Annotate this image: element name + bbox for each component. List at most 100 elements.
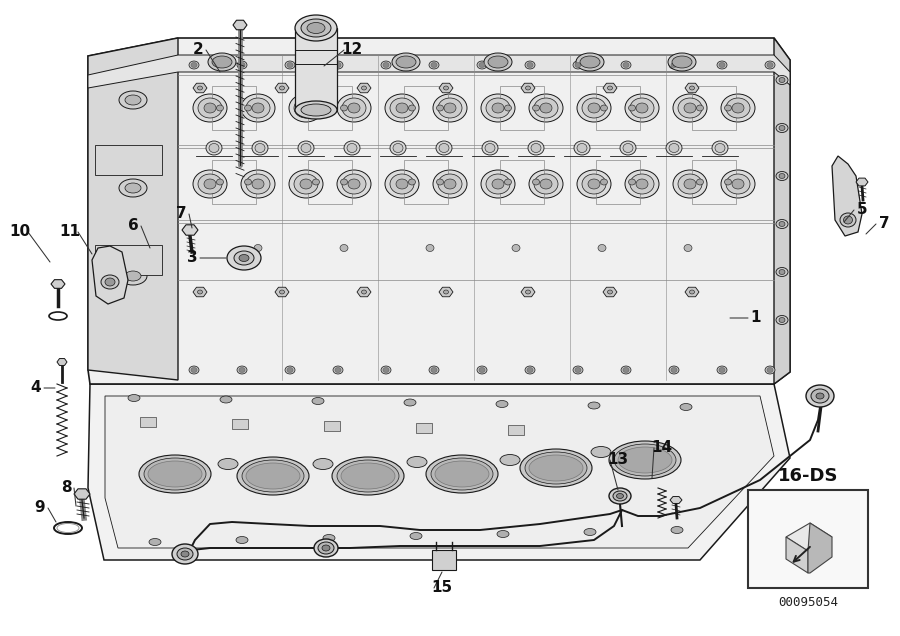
Ellipse shape: [404, 399, 416, 406]
Text: 6: 6: [128, 219, 139, 233]
Ellipse shape: [241, 94, 275, 122]
Ellipse shape: [527, 368, 533, 373]
Polygon shape: [182, 225, 198, 235]
Ellipse shape: [481, 94, 515, 122]
Ellipse shape: [767, 368, 773, 373]
Ellipse shape: [335, 62, 341, 67]
Text: 00095054: 00095054: [778, 595, 838, 609]
Polygon shape: [88, 38, 178, 380]
Ellipse shape: [529, 170, 563, 198]
Ellipse shape: [669, 366, 679, 374]
Polygon shape: [105, 396, 774, 548]
Ellipse shape: [237, 366, 247, 374]
Ellipse shape: [252, 179, 264, 189]
Ellipse shape: [383, 62, 389, 67]
Ellipse shape: [439, 144, 449, 153]
Ellipse shape: [340, 179, 347, 185]
Ellipse shape: [245, 105, 251, 111]
Ellipse shape: [616, 494, 624, 499]
Ellipse shape: [598, 244, 606, 251]
Ellipse shape: [816, 393, 824, 399]
Ellipse shape: [678, 98, 702, 118]
Polygon shape: [88, 384, 790, 560]
Ellipse shape: [255, 144, 265, 153]
Ellipse shape: [362, 290, 366, 294]
Ellipse shape: [237, 457, 309, 495]
Text: 16-DS: 16-DS: [778, 467, 838, 485]
Ellipse shape: [125, 95, 141, 105]
Polygon shape: [232, 419, 248, 429]
Ellipse shape: [409, 105, 416, 111]
Ellipse shape: [580, 56, 600, 68]
Ellipse shape: [779, 270, 785, 275]
Ellipse shape: [252, 103, 264, 113]
Ellipse shape: [534, 98, 558, 118]
Ellipse shape: [438, 98, 462, 118]
Text: 8: 8: [60, 481, 71, 495]
Ellipse shape: [332, 457, 404, 495]
Ellipse shape: [245, 179, 251, 185]
Polygon shape: [603, 287, 617, 297]
Polygon shape: [439, 287, 453, 297]
Ellipse shape: [206, 141, 222, 155]
Ellipse shape: [614, 444, 676, 476]
Polygon shape: [439, 83, 453, 93]
Ellipse shape: [673, 94, 707, 122]
Ellipse shape: [285, 366, 295, 374]
Polygon shape: [88, 55, 790, 88]
Text: 13: 13: [608, 452, 628, 467]
Ellipse shape: [301, 19, 331, 37]
Ellipse shape: [779, 221, 785, 226]
Ellipse shape: [621, 366, 631, 374]
Ellipse shape: [479, 62, 485, 67]
Ellipse shape: [724, 179, 732, 185]
Ellipse shape: [625, 170, 659, 198]
Ellipse shape: [435, 461, 489, 487]
Ellipse shape: [525, 61, 535, 69]
Ellipse shape: [575, 368, 581, 373]
Polygon shape: [856, 178, 868, 186]
Polygon shape: [295, 28, 337, 110]
Ellipse shape: [149, 539, 161, 546]
Ellipse shape: [668, 53, 696, 71]
Ellipse shape: [608, 290, 613, 294]
Ellipse shape: [479, 368, 485, 373]
Ellipse shape: [246, 463, 300, 489]
Ellipse shape: [779, 125, 785, 130]
Polygon shape: [670, 497, 682, 504]
Ellipse shape: [528, 141, 544, 155]
Ellipse shape: [577, 94, 611, 122]
Ellipse shape: [776, 76, 788, 85]
Polygon shape: [786, 537, 808, 573]
Ellipse shape: [671, 527, 683, 534]
Ellipse shape: [526, 290, 530, 294]
Ellipse shape: [144, 458, 206, 490]
Ellipse shape: [172, 544, 198, 564]
Ellipse shape: [287, 368, 293, 373]
Ellipse shape: [444, 179, 456, 189]
Ellipse shape: [300, 53, 328, 71]
Ellipse shape: [246, 174, 270, 194]
Ellipse shape: [623, 144, 633, 153]
Ellipse shape: [237, 61, 247, 69]
Ellipse shape: [486, 98, 510, 118]
Ellipse shape: [726, 174, 750, 194]
Ellipse shape: [189, 366, 199, 374]
Polygon shape: [832, 156, 862, 236]
Ellipse shape: [500, 455, 520, 466]
Ellipse shape: [577, 144, 587, 153]
Polygon shape: [193, 287, 207, 297]
Ellipse shape: [669, 144, 679, 153]
Ellipse shape: [527, 62, 533, 67]
Ellipse shape: [717, 366, 727, 374]
Ellipse shape: [301, 104, 331, 116]
Ellipse shape: [719, 368, 725, 373]
Ellipse shape: [294, 98, 318, 118]
Ellipse shape: [481, 170, 515, 198]
Ellipse shape: [630, 98, 654, 118]
Ellipse shape: [300, 179, 312, 189]
Ellipse shape: [383, 368, 389, 373]
Ellipse shape: [436, 141, 452, 155]
Ellipse shape: [620, 141, 636, 155]
Ellipse shape: [684, 244, 692, 251]
